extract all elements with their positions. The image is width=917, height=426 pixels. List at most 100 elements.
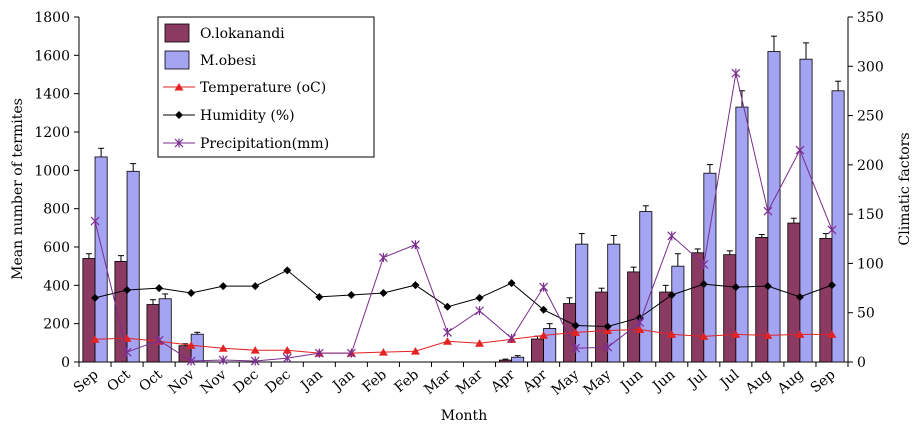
y-left-tick-label: 1600 (34, 48, 70, 64)
y-right-tick-label: 50 (857, 306, 875, 322)
x-tick-label: Feb (392, 367, 422, 396)
legend-label-m-obesi: M.obesi (200, 53, 257, 69)
point-humidity (635, 313, 644, 322)
x-tick-label: Jul (716, 366, 743, 392)
bar-m-obesi (126, 170, 140, 363)
line-temperature-oc (94, 328, 832, 354)
y-right-tick-label: 350 (857, 10, 884, 26)
point-precipitation-mm (571, 343, 581, 353)
x-tick-label: Jun (616, 367, 646, 396)
point-precipitation-mm (827, 225, 837, 235)
point-temperature-oc (667, 330, 677, 338)
legend-label-humidity: Humidity (%) (200, 108, 295, 124)
bar-m-obesi (671, 265, 685, 363)
bar-o-lokanandi (531, 338, 545, 363)
bar-o-lokanandi (755, 237, 769, 363)
point-humidity (155, 284, 164, 293)
point-precipitation-mm (314, 348, 324, 358)
point-precipitation-mm (731, 68, 741, 78)
point-precipitation-mm (90, 216, 100, 226)
y-right-tick-label: 100 (857, 256, 884, 272)
line-precipitation-mm (94, 73, 833, 362)
y-right-tick-label: 150 (857, 207, 884, 223)
legend-label-temperature: Temperature (oC) (200, 80, 326, 96)
x-tick-label: Nov (166, 367, 198, 398)
x-axis-label: Month (441, 408, 487, 424)
x-tick-label: Mar (453, 367, 486, 398)
point-precipitation-mm (411, 240, 420, 250)
point-precipitation-mm (250, 356, 260, 366)
x-tick-label: Feb (360, 367, 390, 396)
x-tick-label: Jan (329, 367, 358, 395)
y-axis-right-label: Climatic factors (897, 133, 913, 246)
x-tick-label: Dec (231, 367, 262, 397)
point-precipitation-mm (282, 353, 292, 363)
point-precipitation-mm (763, 206, 773, 216)
point-humidity (283, 266, 292, 275)
y-axis-left-label: Mean number of termites (10, 98, 26, 280)
point-humidity (123, 286, 132, 295)
point-precipitation-mm (346, 348, 356, 358)
point-humidity (763, 282, 772, 291)
point-temperature-oc (218, 344, 228, 352)
bar-m-obesi (575, 243, 589, 363)
bar-o-lokanandi (498, 359, 512, 363)
bar-m-obesi (511, 356, 525, 363)
point-temperature-oc (795, 330, 805, 338)
point-precipitation-mm (218, 355, 228, 365)
point-precipitation-mm (507, 333, 516, 343)
point-humidity (603, 322, 612, 331)
y-left-tick-label: 1200 (34, 125, 70, 141)
x-tick-label: Nov (198, 367, 230, 398)
point-precipitation-mm (635, 318, 645, 328)
point-temperature-oc (378, 348, 388, 356)
point-humidity (507, 279, 516, 288)
bar-m-obesi (639, 211, 653, 363)
x-tick-label: Jan (296, 367, 325, 395)
x-tick-label: Apr (487, 367, 518, 397)
bar-m-obesi (831, 90, 845, 363)
point-precipitation-mm (378, 253, 388, 263)
bar-m-obesi (735, 106, 749, 363)
bar-o-lokanandi (819, 237, 833, 363)
point-humidity (187, 289, 196, 297)
point-precipitation-mm (122, 347, 132, 357)
x-tick-label: Oct (136, 367, 166, 396)
legend-marker-humidity (175, 111, 183, 119)
point-precipitation-mm (603, 342, 613, 352)
x-tick-label: Dec (263, 367, 294, 397)
legend: O.lokanandi M.obesi Temperature (oC) Hum… (157, 16, 375, 158)
legend-swatch-o-lokanandi (164, 23, 190, 43)
point-humidity (251, 282, 260, 291)
x-tick-label: Mar (421, 367, 454, 398)
y-left-tick-label: 800 (43, 202, 70, 218)
point-precipitation-mm (475, 306, 484, 316)
point-temperature-oc (250, 346, 260, 354)
point-temperature-oc (571, 328, 581, 336)
x-tick-label: Sep (808, 367, 839, 397)
bar-o-lokanandi (691, 252, 705, 363)
y-left-tick-label: 600 (43, 240, 70, 256)
point-humidity (667, 290, 676, 299)
y-left-tick-label: 1000 (34, 163, 70, 179)
point-humidity (91, 293, 100, 302)
y-left-tick-label: 400 (43, 278, 70, 294)
point-temperature-oc (442, 337, 452, 345)
point-temperature-oc (763, 331, 773, 339)
point-humidity (347, 290, 356, 299)
x-tick-label: Apr (519, 367, 550, 397)
x-tick-label: Aug (774, 367, 807, 398)
y-left-tick-label: 0 (61, 355, 70, 371)
bar-m-obesi (94, 156, 108, 363)
x-tick-label: Jul (684, 366, 711, 392)
legend-marker-temperature (174, 83, 184, 91)
bar-o-lokanandi (787, 222, 801, 363)
point-precipitation-mm (154, 335, 164, 345)
point-humidity (539, 305, 548, 314)
point-humidity (699, 280, 708, 289)
point-temperature-oc (827, 330, 837, 338)
bar-m-obesi (158, 298, 172, 363)
point-humidity (731, 283, 740, 292)
x-tick-label: Sep (71, 367, 102, 397)
point-temperature-oc (699, 332, 709, 340)
